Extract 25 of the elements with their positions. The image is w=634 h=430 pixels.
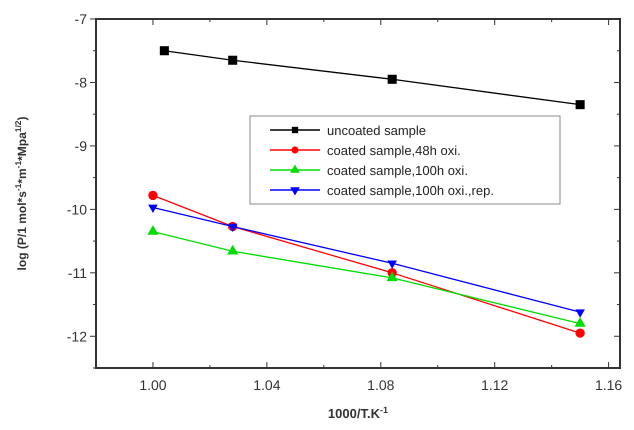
point: [148, 190, 158, 200]
point: [387, 260, 397, 269]
point: [160, 46, 169, 56]
y-tick-label: -9: [74, 138, 88, 154]
legend-label: coated sample,48h oxi.: [327, 143, 461, 158]
x-tick-label: 1.04: [253, 377, 281, 393]
point: [148, 204, 158, 214]
x-tick-label: 1.16: [594, 377, 622, 393]
y-tick-label: -10: [66, 201, 88, 218]
point: [575, 328, 585, 338]
x-axis-title: 1000/T.K$^{-1}$: [328, 405, 388, 421]
legend-label: coated sample,100h oxi.,rep.: [327, 183, 494, 198]
x-tick-label: 1.12: [481, 377, 509, 393]
legend-label: uncoated sample: [327, 123, 426, 138]
point: [388, 74, 397, 84]
legend-label: coated sample,100h oxi.: [327, 163, 468, 178]
point: [576, 100, 585, 110]
y-tick-label: -12: [66, 328, 88, 344]
point: [228, 56, 238, 65]
x-tick-label: 1.08: [367, 377, 395, 393]
x-tick-label: 1.00: [139, 377, 167, 393]
y-tick-label: -11: [68, 264, 88, 281]
y-tick-label: -8: [74, 74, 88, 90]
point: [575, 309, 585, 318]
y-tick-label: -7: [74, 11, 88, 27]
